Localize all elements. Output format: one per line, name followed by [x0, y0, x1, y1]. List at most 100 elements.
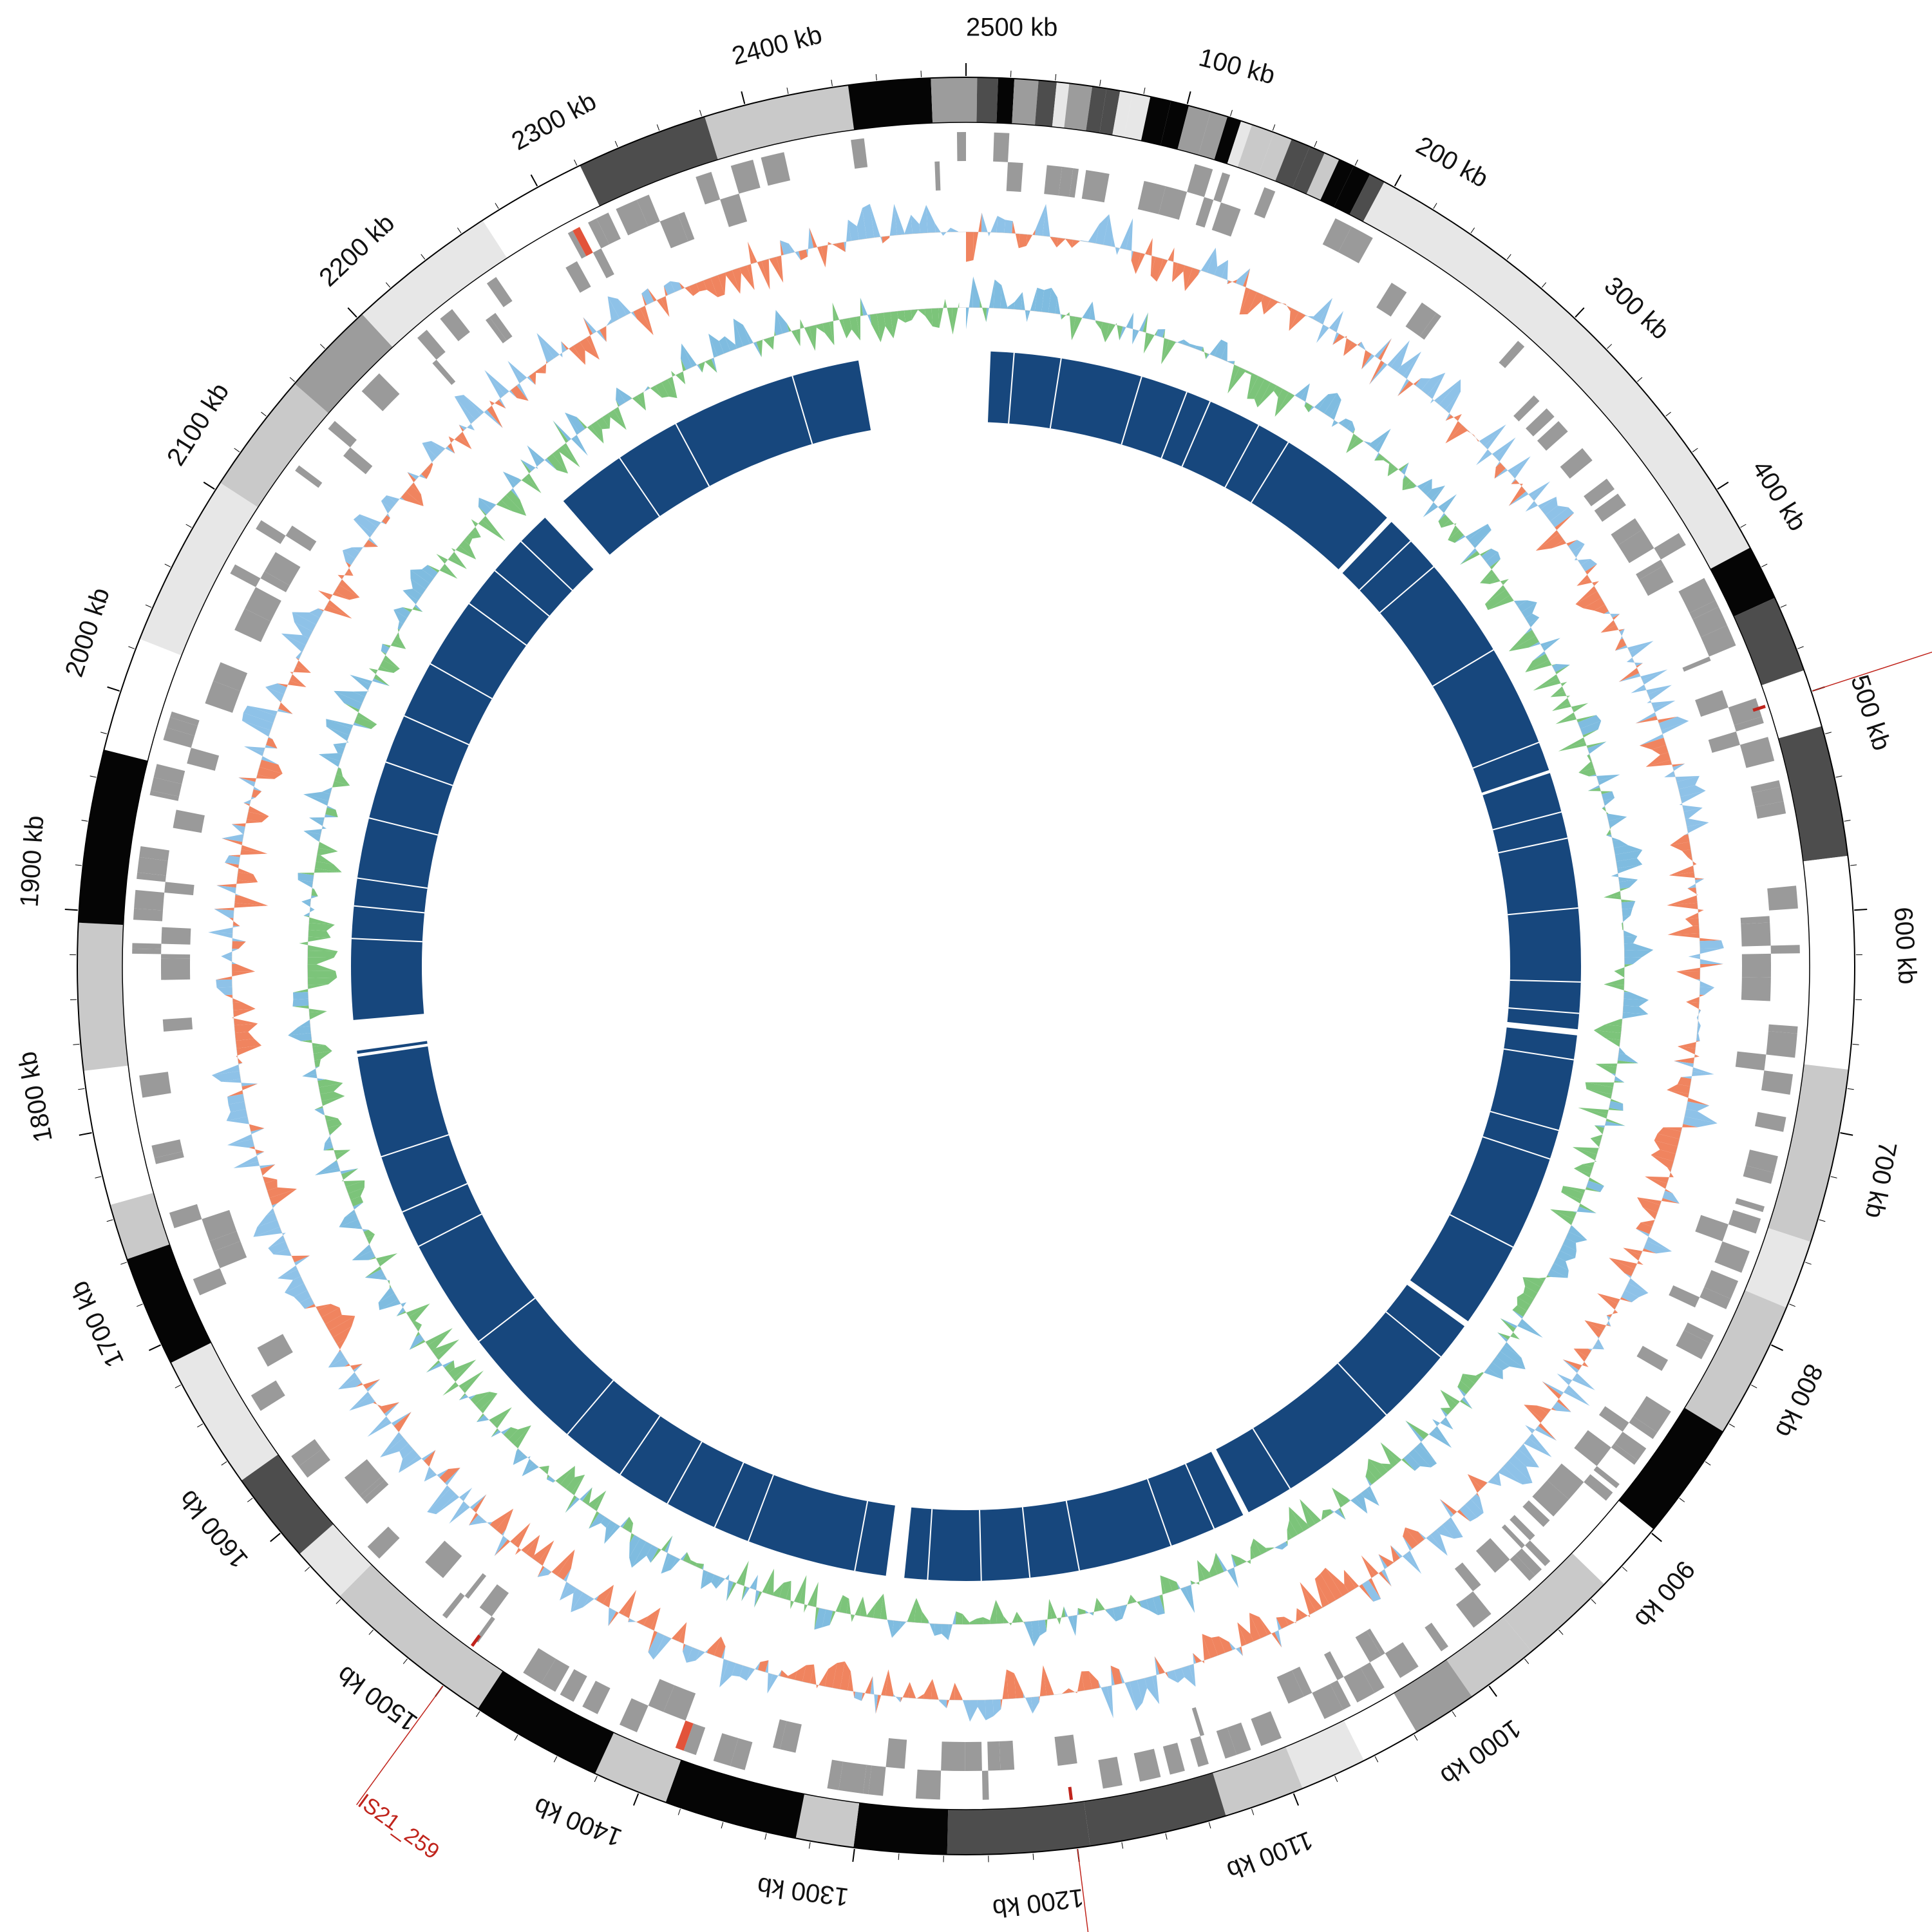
gc-skew-bar[interactable] [1405, 1421, 1428, 1439]
gene-block[interactable] [1499, 341, 1524, 368]
gc-content-bar[interactable] [962, 1698, 970, 1721]
gc-skew-bar[interactable] [925, 308, 933, 327]
gene-block[interactable] [187, 748, 219, 771]
gc-skew-bar[interactable] [1003, 1616, 1011, 1625]
backbone-segment[interactable] [1343, 522, 1549, 792]
gc-skew-bar[interactable] [1381, 1443, 1399, 1468]
gene-block[interactable] [1560, 448, 1593, 478]
gene-block[interactable] [1714, 1242, 1750, 1273]
gc-content-bar[interactable] [216, 980, 232, 988]
gc-content-bar[interactable] [931, 1679, 939, 1701]
gc-content-bar[interactable] [232, 1002, 255, 1010]
gene-block[interactable] [1082, 170, 1110, 202]
gc-skew-bar[interactable] [308, 930, 331, 938]
gc-skew-bar[interactable] [1587, 755, 1591, 762]
gc-content-bar[interactable] [1068, 1689, 1077, 1694]
gc-skew-bar[interactable] [298, 1019, 311, 1028]
gene-block[interactable] [1455, 1562, 1481, 1591]
gc-skew-bar[interactable] [1383, 458, 1390, 464]
gc-skew-bar[interactable] [1191, 1580, 1200, 1585]
gc-content-bar[interactable] [893, 1694, 901, 1703]
gc-skew-bar[interactable] [303, 909, 314, 916]
gc-content-bar[interactable] [296, 652, 302, 659]
gc-skew-bar[interactable] [1401, 462, 1408, 479]
gene-block[interactable] [132, 949, 161, 954]
gc-skew-bar[interactable] [1010, 1612, 1018, 1625]
gc-content-bar[interactable] [1511, 480, 1523, 486]
gc-skew-bar[interactable] [1000, 285, 1007, 309]
gene-block[interactable] [1755, 1112, 1786, 1132]
gene-block[interactable] [362, 374, 400, 412]
gene-block[interactable] [1741, 922, 1770, 946]
gc-skew-bar[interactable] [1423, 494, 1457, 517]
gene-block[interactable] [720, 194, 747, 227]
gc-content-bar[interactable] [1681, 1071, 1714, 1079]
gene-block[interactable] [999, 1741, 1015, 1770]
ideogram-segment[interactable] [705, 85, 854, 160]
gene-block[interactable] [134, 890, 164, 911]
gene-block[interactable] [442, 1593, 465, 1618]
gc-skew-bar[interactable] [314, 1108, 325, 1115]
gc-skew-bar[interactable] [308, 951, 338, 958]
gene-block[interactable] [1376, 283, 1406, 317]
gc-content-bar[interactable] [1678, 1046, 1700, 1057]
gc-content-bar[interactable] [236, 1056, 243, 1064]
gc-content-bar[interactable] [1685, 910, 1704, 919]
gene-block[interactable] [1385, 1642, 1419, 1678]
gc-skew-bar[interactable] [922, 1611, 929, 1623]
gene-block[interactable] [1212, 202, 1241, 236]
backbone-ring[interactable] [351, 352, 1581, 1581]
gene-block[interactable] [1695, 1215, 1728, 1242]
gene-block[interactable] [230, 564, 260, 587]
gc-content-bar[interactable] [1689, 956, 1723, 964]
gc-content-bar[interactable] [939, 1700, 947, 1709]
gc-skew-bar[interactable] [932, 308, 940, 328]
gene-block[interactable] [1007, 162, 1023, 192]
gc-content-bar[interactable] [989, 216, 998, 236]
gc-skew-bar[interactable] [770, 331, 776, 350]
gene-block[interactable] [696, 172, 720, 205]
backbone-segment[interactable] [1216, 1285, 1464, 1512]
gene-block[interactable] [193, 1268, 227, 1295]
gene-block[interactable] [161, 958, 190, 980]
gene-block[interactable] [425, 1540, 462, 1578]
gc-skew-bar[interactable] [945, 299, 953, 334]
gene-block[interactable] [620, 1698, 649, 1732]
gc-skew-bar[interactable] [1618, 1046, 1625, 1054]
gene-block[interactable] [1134, 1748, 1161, 1781]
gc-content-bar[interactable] [1685, 918, 1700, 926]
gc-skew-bar[interactable] [1624, 943, 1653, 951]
gc-skew-bar[interactable] [949, 1611, 956, 1640]
gc-skew-bar[interactable] [980, 299, 987, 322]
gene-block[interactable] [593, 249, 614, 278]
gc-content-bar[interactable] [1563, 1359, 1595, 1390]
gc-skew-bar[interactable] [442, 1370, 484, 1396]
gc-content-bar[interactable] [208, 933, 246, 942]
gc-content-bar[interactable] [232, 941, 246, 949]
gene-block[interactable] [164, 882, 194, 895]
gc-content-bar[interactable] [862, 1676, 873, 1701]
gene-block[interactable] [987, 1741, 1000, 1771]
gc-content-bar[interactable] [926, 205, 935, 232]
gene-block[interactable] [328, 421, 356, 448]
gc-content-bar[interactable] [970, 1700, 978, 1722]
gc-content-bar[interactable] [943, 228, 951, 236]
gc-content-bar[interactable] [900, 1682, 910, 1703]
ideogram-segment[interactable] [1804, 949, 1855, 1069]
gene-block[interactable] [1213, 173, 1230, 203]
gc-content-bar[interactable] [947, 1683, 955, 1709]
ideogram-segment[interactable] [104, 639, 182, 761]
gene-block[interactable] [1742, 954, 1771, 978]
gc-content-bar[interactable] [1027, 229, 1036, 246]
gene-block[interactable] [295, 466, 322, 488]
gene-block[interactable] [1761, 1070, 1793, 1095]
gc-skew-bar[interactable] [1007, 302, 1015, 310]
gc-skew-bar[interactable] [918, 309, 925, 316]
gc-content-bar[interactable] [997, 216, 1005, 232]
gc-skew-bar[interactable] [986, 279, 994, 322]
ideogram-segment[interactable] [77, 923, 128, 1071]
gc-content-bar[interactable] [221, 956, 236, 964]
gc-content-bar[interactable] [208, 925, 240, 933]
gc-skew-bar[interactable] [911, 309, 918, 320]
backbone-segment[interactable] [357, 1046, 895, 1576]
